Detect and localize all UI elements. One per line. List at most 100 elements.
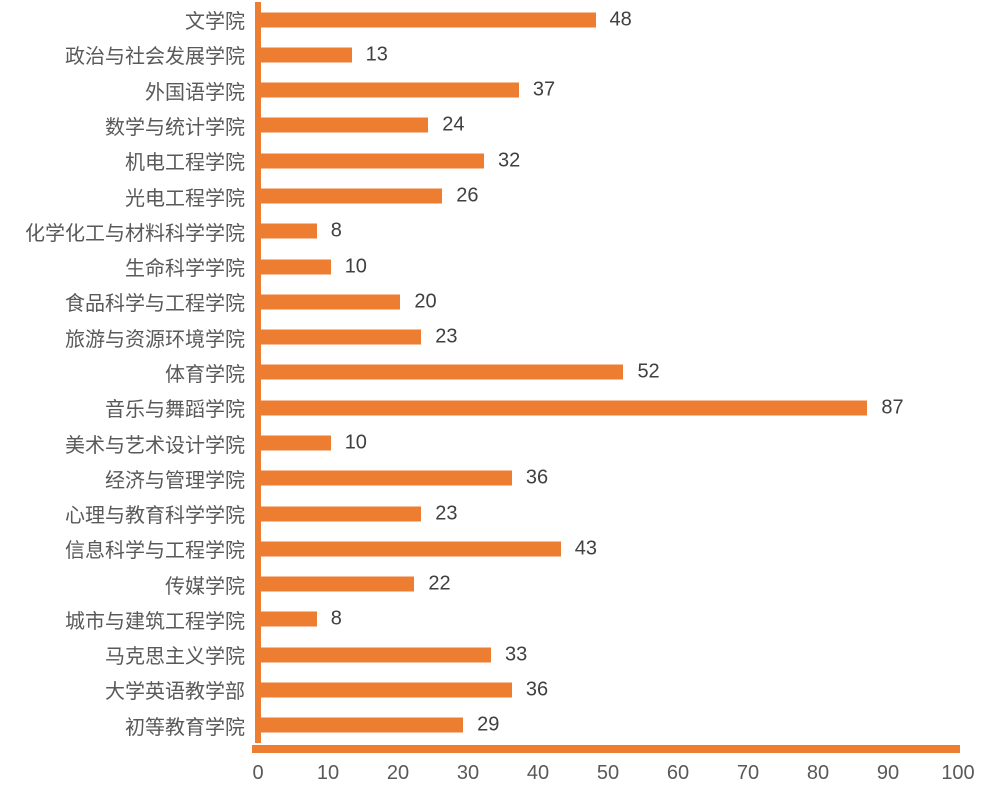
chart-row: 化学化工与材料科学学院 8 xyxy=(0,213,982,249)
bar-track: 52 xyxy=(261,355,958,390)
category-label: 机电工程学院 xyxy=(125,152,245,175)
bar-rows: 文学院 48 政治与社会发展学院 13 外国语学院 37 数学与统计学院 24 机电工程学院 32… xyxy=(0,2,982,743)
category-label: 旅游与资源环境学院 xyxy=(65,328,245,351)
bar-track: 87 xyxy=(261,390,958,425)
value-label: 33 xyxy=(505,643,528,666)
chart-row: 政治与社会发展学院 13 xyxy=(0,37,982,73)
bar-track: 13 xyxy=(261,37,958,72)
bar xyxy=(261,717,464,733)
value-label: 36 xyxy=(525,678,549,701)
chart-row: 光电工程学院 26 xyxy=(0,178,982,214)
y-axis-line-segment xyxy=(255,284,261,320)
x-tick-label: 0 xyxy=(252,762,264,784)
bar-track: 29 xyxy=(261,708,958,743)
y-axis-line-segment xyxy=(255,178,261,214)
bar-track: 33 xyxy=(261,637,958,672)
x-tick-label: 30 xyxy=(456,762,480,784)
bar-track: 10 xyxy=(261,425,958,460)
chart-row: 信息科学与工程学院 43 xyxy=(0,531,982,567)
y-axis-line-segment xyxy=(255,354,261,391)
value-label: 8 xyxy=(330,607,342,630)
bar-track: 8 xyxy=(261,214,958,249)
x-tick-label: 90 xyxy=(876,762,900,784)
x-tick-label: 80 xyxy=(806,762,830,784)
chart-row: 数学与统计学院 24 xyxy=(0,107,982,144)
chart-row: 旅游与资源环境学院 23 xyxy=(0,319,982,355)
y-axis-line-segment xyxy=(255,495,261,532)
category-label: 食品科学与工程学院 xyxy=(65,293,245,316)
category-label: 数学与统计学院 xyxy=(105,116,245,139)
y-axis-line-segment xyxy=(255,2,261,38)
value-label: 87 xyxy=(881,396,904,419)
x-tick-label: 40 xyxy=(526,762,550,784)
category-label: 大学英语教学部 xyxy=(105,681,245,704)
category-label: 政治与社会发展学院 xyxy=(65,46,245,69)
bar xyxy=(261,682,512,698)
bar-track: 32 xyxy=(261,143,958,178)
y-axis-line-segment xyxy=(255,531,261,567)
y-axis-line-segment xyxy=(255,37,261,73)
bar xyxy=(261,153,485,169)
bar xyxy=(261,223,317,239)
category-label: 信息科学与工程学院 xyxy=(65,540,245,563)
y-axis-line-segment xyxy=(255,637,261,673)
bar-track: 36 xyxy=(261,672,958,707)
chart-row: 机电工程学院 32 xyxy=(0,143,982,179)
bar-track: 24 xyxy=(261,108,958,143)
x-tick-label: 50 xyxy=(596,762,620,784)
value-label: 52 xyxy=(637,360,660,383)
bar xyxy=(261,400,868,416)
value-label: 26 xyxy=(456,184,479,207)
value-label: 20 xyxy=(414,290,437,313)
category-label: 体育学院 xyxy=(165,363,245,386)
bar-track: 23 xyxy=(261,320,958,355)
bar xyxy=(261,611,317,627)
bar-track: 36 xyxy=(261,461,958,496)
chart-row: 城市与建筑工程学院 8 xyxy=(0,601,982,638)
chart-row: 传媒学院 22 xyxy=(0,566,982,602)
y-axis-line-segment xyxy=(255,601,261,638)
bar-track: 26 xyxy=(261,178,958,213)
value-label: 23 xyxy=(435,325,458,348)
x-tick-label: 100 xyxy=(941,762,975,784)
bar xyxy=(261,294,401,310)
chart-row: 外国语学院 37 xyxy=(0,72,982,108)
bar xyxy=(261,506,422,522)
y-axis-line-segment xyxy=(255,425,261,461)
bar xyxy=(261,647,491,663)
y-axis-line-segment xyxy=(255,707,261,743)
bar-track: 48 xyxy=(261,2,958,37)
bar xyxy=(261,188,443,204)
category-label: 美术与艺术设计学院 xyxy=(65,434,245,457)
y-axis-line-segment xyxy=(255,319,261,355)
category-label: 音乐与舞蹈学院 xyxy=(105,399,245,422)
value-label: 23 xyxy=(435,502,458,525)
value-label: 48 xyxy=(609,8,632,31)
bar xyxy=(261,541,561,557)
chart-row: 初等教育学院 29 xyxy=(0,707,982,743)
chart-row: 马克思主义学院 33 xyxy=(0,637,982,673)
bar-track: 37 xyxy=(261,73,958,108)
bar-track: 10 xyxy=(261,249,958,284)
chart-row: 大学英语教学部 36 xyxy=(0,672,982,708)
value-label: 22 xyxy=(428,572,451,595)
chart-row: 文学院 48 xyxy=(0,2,982,38)
y-axis-line-segment xyxy=(255,460,261,496)
x-axis-ticks: 0 10 20 30 40 50 60 70 80 90 100 xyxy=(252,762,974,788)
category-label: 经济与管理学院 xyxy=(105,469,245,492)
chart-row: 美术与艺术设计学院 10 xyxy=(0,425,982,461)
bar xyxy=(261,117,429,133)
bar xyxy=(261,435,331,451)
y-axis-line-segment xyxy=(255,566,261,602)
category-label: 文学院 xyxy=(185,11,245,34)
value-label: 24 xyxy=(442,113,465,136)
category-label: 化学化工与材料科学学院 xyxy=(25,222,245,245)
value-label: 10 xyxy=(344,431,367,454)
y-axis-line-segment xyxy=(255,72,261,108)
y-axis-line-segment xyxy=(255,107,261,144)
category-label: 传媒学院 xyxy=(165,575,245,598)
category-label: 城市与建筑工程学院 xyxy=(65,610,245,633)
bar xyxy=(261,82,519,98)
x-axis-line xyxy=(252,745,960,753)
